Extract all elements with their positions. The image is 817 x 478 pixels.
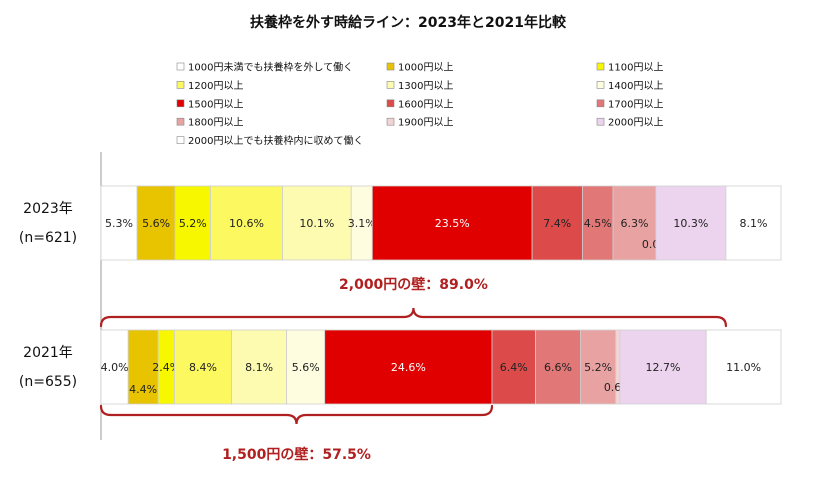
- legend-item: 1000円以上: [387, 62, 453, 74]
- legend-swatch: [177, 100, 184, 107]
- legend-item: 2000円以上でも扶養枠内に収めて働く: [177, 134, 363, 147]
- annotation-brace: [101, 308, 726, 326]
- legend-swatch: [597, 100, 604, 107]
- annotation-brace: [101, 406, 492, 424]
- row-year-label: 2021年: [23, 345, 73, 361]
- legend-label: 1000円未満でも扶養枠を外して働く: [188, 61, 353, 74]
- data-label: 23.5%: [435, 217, 470, 230]
- annotation-label: 2,000円の壁：89.0%: [339, 276, 488, 293]
- data-label: 4.5%: [584, 217, 612, 230]
- data-label: 10.6%: [229, 217, 264, 230]
- legend-label: 1100円以上: [608, 62, 663, 74]
- data-label: 5.2%: [179, 217, 207, 230]
- data-label: 4.0%: [101, 361, 129, 374]
- legend-swatch: [387, 118, 394, 125]
- data-label: 5.2%: [584, 361, 612, 374]
- legend-label: 1900円以上: [398, 117, 453, 129]
- legend-swatch: [597, 118, 604, 125]
- bar-row: 2021年(n=655)4.0%4.4%2.4%8.4%8.1%5.6%24.6…: [19, 330, 781, 404]
- data-label: 24.6%: [391, 361, 426, 374]
- legend-swatch: [387, 81, 394, 88]
- row-n-label: (n=655): [19, 374, 77, 390]
- data-label: 11.0%: [726, 361, 761, 374]
- data-label: 10.1%: [299, 217, 334, 230]
- data-label: 6.3%: [620, 217, 648, 230]
- legend-label: 1200円以上: [188, 80, 243, 92]
- data-label: 5.6%: [142, 217, 170, 230]
- legend-label: 1800円以上: [188, 117, 243, 129]
- legend-item: 1700円以上: [597, 98, 663, 110]
- legend-label: 2000円以上: [608, 117, 663, 129]
- data-label: 6.4%: [500, 361, 528, 374]
- chart-title: 扶養枠を外す時給ライン：2023年と2021年比較: [250, 14, 567, 31]
- legend-item: 1100円以上: [597, 62, 663, 74]
- legend-item: 1800円以上: [177, 117, 243, 129]
- data-label: 7.4%: [543, 217, 571, 230]
- data-label: 8.1%: [739, 217, 767, 230]
- legend-item: 1600円以上: [387, 98, 453, 110]
- legend-label: 1600円以上: [398, 98, 453, 110]
- row-n-label: (n=621): [19, 230, 77, 246]
- bar-row: 2023年 (n=621) 5.3% 5.6% 5.2% 10.6% 10.1% 3.1% 23…: [19, 186, 781, 260]
- legend-item: 1200円以上: [177, 80, 243, 92]
- legend-swatch: [387, 63, 394, 70]
- data-label: 8.1%: [245, 361, 273, 374]
- annotation: 2,000円の壁：89.0%: [101, 276, 726, 326]
- legend-item: 1500円以上: [177, 98, 243, 110]
- legend-label: 1400円以上: [608, 80, 663, 92]
- legend-item: 1000円未満でも扶養枠を外して働く: [177, 61, 353, 74]
- data-label: 3.1%: [348, 217, 376, 230]
- legend-label: 1000円以上: [398, 62, 453, 74]
- data-label: 10.3%: [673, 217, 708, 230]
- legend-label: 2000円以上でも扶養枠内に収めて働く: [188, 134, 363, 147]
- annotation-label: 1,500円の壁：57.5%: [222, 446, 371, 463]
- data-label: 4.4%: [129, 383, 157, 396]
- legend-label: 1300円以上: [398, 80, 453, 92]
- bar-rows: 2023年 (n=621) 5.3% 5.6% 5.2% 10.6% 10.1% 3.1% 23…: [19, 186, 781, 404]
- annotation: 1,500円の壁：57.5%: [101, 406, 492, 463]
- legend-swatch: [597, 63, 604, 70]
- legend: 1000円未満でも扶養枠を外して働く 1000円以上 1100円以上 1200円以上 1…: [177, 61, 663, 148]
- legend-item: 2000円以上: [597, 117, 663, 129]
- legend-swatch: [597, 81, 604, 88]
- legend-item: 1900円以上: [387, 117, 453, 129]
- legend-item: 1400円以上: [597, 80, 663, 92]
- legend-swatch: [177, 137, 184, 144]
- legend-swatch: [177, 118, 184, 125]
- legend-swatch: [387, 100, 394, 107]
- legend-label: 1500円以上: [188, 98, 243, 110]
- legend-label: 1700円以上: [608, 98, 663, 110]
- data-label: 5.3%: [105, 217, 133, 230]
- legend-swatch: [177, 81, 184, 88]
- data-label: 12.7%: [646, 361, 681, 374]
- legend-item: 1300円以上: [387, 80, 453, 92]
- data-label: 6.6%: [544, 361, 572, 374]
- data-label: 5.6%: [292, 361, 320, 374]
- data-label: 8.4%: [189, 361, 217, 374]
- row-year-label: 2023年: [23, 201, 73, 217]
- legend-swatch: [177, 63, 184, 70]
